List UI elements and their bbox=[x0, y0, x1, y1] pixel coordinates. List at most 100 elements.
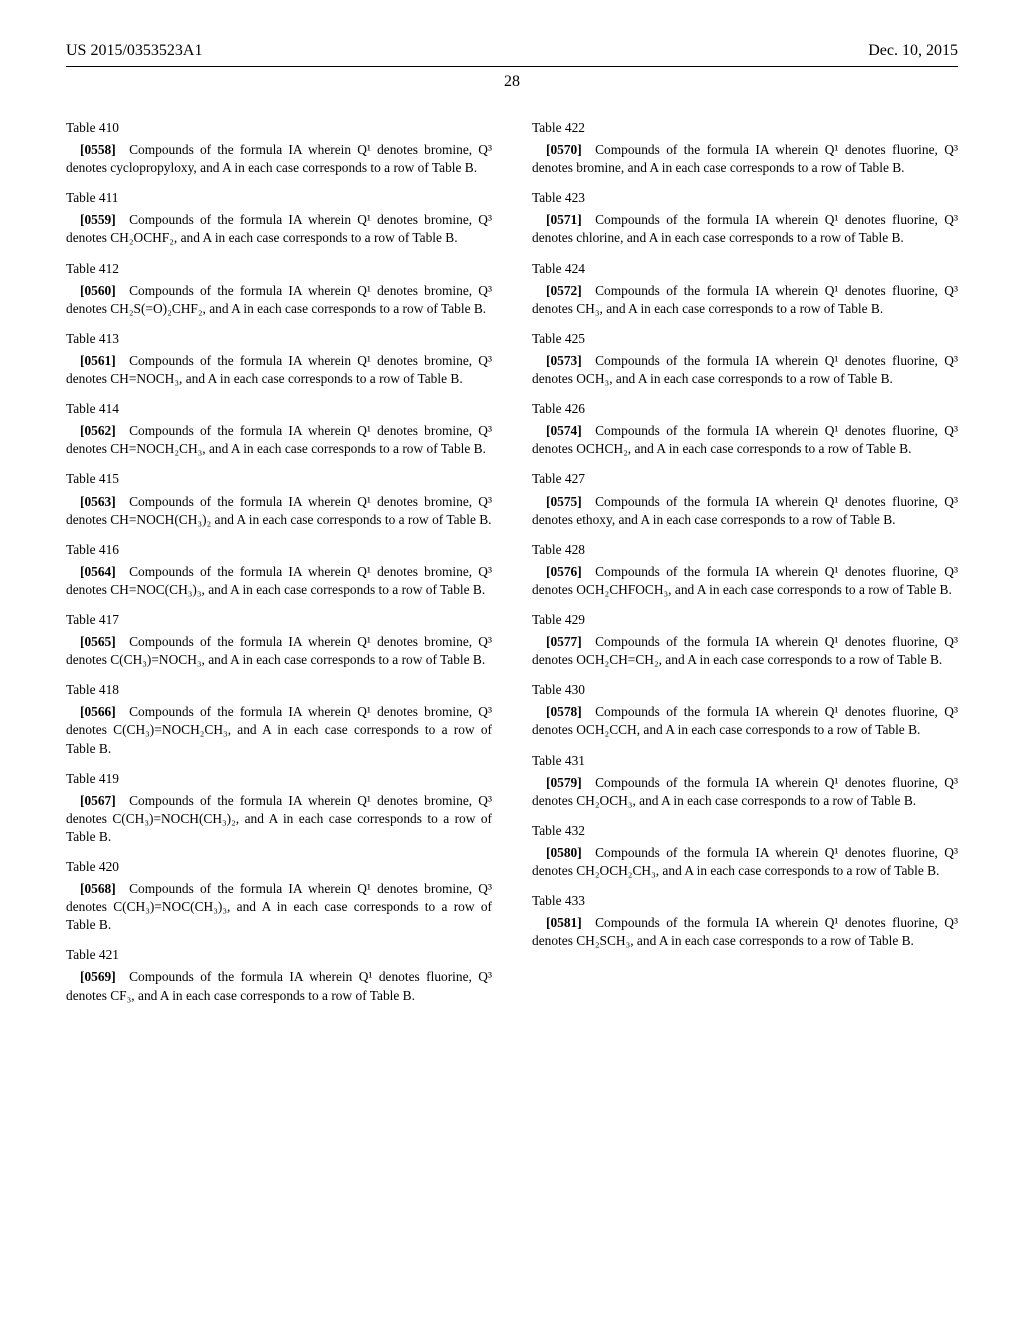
paragraph: [0576] Compounds of the formula IA where… bbox=[532, 563, 958, 599]
paragraph-number: [0568] bbox=[80, 881, 116, 896]
paragraph-block: Table 433[0581] Compounds of the formula… bbox=[532, 892, 958, 950]
paragraph-text: Compounds of the formula IA wherein Q¹ d… bbox=[66, 704, 492, 755]
right-column: Table 422 [0570] Compounds of the formula… bbox=[532, 119, 958, 1011]
paragraph-number: [0566] bbox=[80, 704, 116, 719]
paragraph-block: Table 416 [0564] Compounds of the formula… bbox=[66, 541, 492, 599]
publication-date: Dec. 10, 2015 bbox=[868, 42, 958, 60]
table-label: Table 416 bbox=[66, 541, 492, 559]
paragraph-number: [0561] bbox=[80, 353, 116, 368]
paragraph-text: Compounds of the formula IA wherein Q¹ d… bbox=[532, 845, 958, 878]
paragraph-text: Compounds of the formula IA wherein Q¹ d… bbox=[532, 142, 958, 175]
paragraph: [0570] Compounds of the formula IA where… bbox=[532, 141, 958, 177]
paragraph-block: Table 419 [0567] Compounds of the formula… bbox=[66, 770, 492, 846]
paragraph-text: Compounds of the formula IA wherein Q¹ d… bbox=[66, 142, 492, 175]
paragraph: [0563] Compounds of the formula IA where… bbox=[66, 493, 492, 529]
paragraph-number: [0579] bbox=[546, 775, 582, 790]
paragraph-block: Table 414 [0562] Compounds of the formula… bbox=[66, 400, 492, 458]
table-label: Table 414 bbox=[66, 400, 492, 418]
left-column: Table 410 [0558] Compounds of the formula… bbox=[66, 119, 492, 1011]
paragraph: [0567] Compounds of the formula IA where… bbox=[66, 792, 492, 846]
paragraph-number: [0559] bbox=[80, 212, 116, 227]
paragraph-number: [0571] bbox=[546, 212, 582, 227]
patent-page: US 2015/0353523A1 Dec. 10, 2015 28 Table… bbox=[0, 0, 1024, 1320]
paragraph-number: [0573] bbox=[546, 353, 582, 368]
paragraph-text: Compounds of the formula IA wherein Q¹ d… bbox=[66, 881, 492, 932]
paragraph-text: Compounds of the formula IA wherein Q¹ d… bbox=[532, 353, 958, 386]
table-label: Table 428 bbox=[532, 541, 958, 559]
paragraph-block: Table 424 [0572] Compounds of the formula… bbox=[532, 260, 958, 318]
paragraph: [0575] Compounds of the formula IA where… bbox=[532, 493, 958, 529]
paragraph-text: Compounds of the formula IA wherein Q¹ d… bbox=[66, 423, 492, 456]
table-label: Table 418 bbox=[66, 681, 492, 699]
paragraph-number: [0577] bbox=[546, 634, 582, 649]
paragraph-number: [0580] bbox=[546, 845, 582, 860]
table-label: Table 421 bbox=[66, 946, 492, 964]
paragraph-block: Table 432 [0580] Compounds of the formula… bbox=[532, 822, 958, 880]
table-label: Table 422 bbox=[532, 119, 958, 137]
paragraph-number: [0575] bbox=[546, 494, 582, 509]
paragraph-text: Compounds of the formula IA wherein Q¹ d… bbox=[532, 634, 958, 667]
paragraph-text: Compounds of the formula IA wherein Q¹ d… bbox=[532, 564, 958, 597]
paragraph-number: [0581] bbox=[546, 915, 582, 930]
paragraph-block: Table 410 [0558] Compounds of the formula… bbox=[66, 119, 492, 177]
table-label: Table 411 bbox=[66, 189, 492, 207]
paragraph-block: Table 425[0573] Compounds of the formula… bbox=[532, 330, 958, 388]
paragraph: [0560] Compounds of the formula IA where… bbox=[66, 282, 492, 318]
table-label: Table 410 bbox=[66, 119, 492, 137]
paragraph: [0565] Compounds of the formula IA where… bbox=[66, 633, 492, 669]
paragraph-number: [0563] bbox=[80, 494, 116, 509]
paragraph-block: Table 420 [0568] Compounds of the formula… bbox=[66, 858, 492, 934]
paragraph: [0578] Compounds of the formula IA where… bbox=[532, 703, 958, 739]
paragraph-text: Compounds of the formula IA wherein Q¹ d… bbox=[66, 793, 492, 844]
paragraph-block: Table 418 [0566] Compounds of the formula… bbox=[66, 681, 492, 757]
paragraph-number: [0578] bbox=[546, 704, 582, 719]
table-label: Table 429 bbox=[532, 611, 958, 629]
paragraph-block: Table 421[0569] Compounds of the formula… bbox=[66, 946, 492, 1004]
paragraph-number: [0562] bbox=[80, 423, 116, 438]
page-number: 28 bbox=[66, 73, 958, 91]
paragraph-text: Compounds of the formula IA wherein Q¹ d… bbox=[66, 494, 492, 527]
paragraph: [0564] Compounds of the formula IA where… bbox=[66, 563, 492, 599]
paragraph: [0579] Compounds of the formula IA where… bbox=[532, 774, 958, 810]
two-column-body: Table 410 [0558] Compounds of the formula… bbox=[66, 119, 958, 1011]
table-label: Table 432 bbox=[532, 822, 958, 840]
paragraph-block: Table 411 [0559] Compounds of the formula… bbox=[66, 189, 492, 247]
paragraph-text: Compounds of the formula IA wherein Q¹ d… bbox=[66, 634, 492, 667]
paragraph-block: Table 426 [0574] Compounds of the formula… bbox=[532, 400, 958, 458]
paragraph-number: [0558] bbox=[80, 142, 116, 157]
table-label: Table 430 bbox=[532, 681, 958, 699]
header-rule bbox=[66, 66, 958, 67]
paragraph-number: [0576] bbox=[546, 564, 582, 579]
table-label: Table 413 bbox=[66, 330, 492, 348]
paragraph-text: Compounds of the formula IA wherein Q¹ d… bbox=[532, 283, 958, 316]
paragraph: [0562] Compounds of the formula IA where… bbox=[66, 422, 492, 458]
table-label: Table 423 bbox=[532, 189, 958, 207]
table-label: Table 420 bbox=[66, 858, 492, 876]
paragraph: [0558] Compounds of the formula IA where… bbox=[66, 141, 492, 177]
paragraph-number: [0569] bbox=[80, 969, 116, 984]
table-label: Table 427 bbox=[532, 470, 958, 488]
paragraph-number: [0570] bbox=[546, 142, 582, 157]
paragraph-block: Table 423 [0571] Compounds of the formula… bbox=[532, 189, 958, 247]
paragraph: [0566] Compounds of the formula IA where… bbox=[66, 703, 492, 757]
paragraph: [0573] Compounds of the formula IA where… bbox=[532, 352, 958, 388]
paragraph: [0581] Compounds of the formula IA where… bbox=[532, 914, 958, 950]
table-label: Table 426 bbox=[532, 400, 958, 418]
table-label: Table 424 bbox=[532, 260, 958, 278]
paragraph: [0571] Compounds of the formula IA where… bbox=[532, 211, 958, 247]
paragraph-text: Compounds of the formula IA wherein Q¹ d… bbox=[532, 494, 958, 527]
paragraph: [0572] Compounds of the formula IA where… bbox=[532, 282, 958, 318]
paragraph: [0574] Compounds of the formula IA where… bbox=[532, 422, 958, 458]
paragraph: [0568] Compounds of the formula IA where… bbox=[66, 880, 492, 934]
paragraph: [0561] Compounds of the formula IA where… bbox=[66, 352, 492, 388]
paragraph-text: Compounds of the formula IA wherein Q¹ d… bbox=[66, 353, 492, 386]
table-label: Table 419 bbox=[66, 770, 492, 788]
publication-number: US 2015/0353523A1 bbox=[66, 42, 202, 60]
paragraph-block: Table 427 [0575] Compounds of the formula… bbox=[532, 470, 958, 528]
page-header: US 2015/0353523A1 Dec. 10, 2015 bbox=[66, 42, 958, 60]
table-label: Table 412 bbox=[66, 260, 492, 278]
paragraph-number: [0560] bbox=[80, 283, 116, 298]
paragraph: [0559] Compounds of the formula IA where… bbox=[66, 211, 492, 247]
paragraph-text: Compounds of the formula IA wherein Q¹ d… bbox=[66, 212, 492, 245]
paragraph: [0577] Compounds of the formula IA where… bbox=[532, 633, 958, 669]
